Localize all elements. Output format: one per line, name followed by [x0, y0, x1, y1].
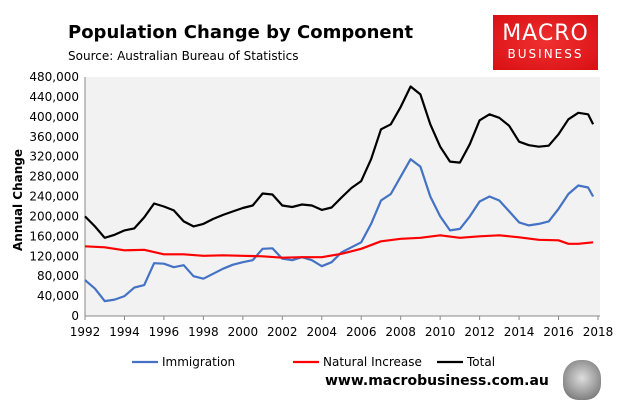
- legend-label: Total: [466, 355, 495, 369]
- chart-title: Population Change by Component: [68, 22, 414, 43]
- y-tick-label: 240,000: [29, 190, 79, 204]
- x-tick-label: 1994: [109, 325, 140, 339]
- y-axis-label: Annual Change: [11, 149, 25, 251]
- wolf-mascot-icon: [563, 360, 601, 400]
- x-tick-label: 2002: [267, 325, 298, 339]
- logo-line2: BUSINESS: [507, 47, 584, 61]
- x-tick-label: 2014: [504, 325, 535, 339]
- macrobusiness-logo: MACRO BUSINESS: [493, 15, 598, 70]
- y-tick-label: 360,000: [29, 130, 79, 144]
- y-tick-label: 160,000: [29, 229, 79, 243]
- legend-label: Immigration: [162, 355, 235, 369]
- x-tick-label: 1996: [149, 325, 180, 339]
- x-tick-label: 2004: [306, 325, 337, 339]
- y-tick-label: 480,000: [29, 70, 79, 84]
- y-tick-label: 400,000: [29, 110, 79, 124]
- y-tick-label: 0: [71, 309, 79, 323]
- y-tick-label: 80,000: [37, 269, 79, 283]
- website-url: www.macrobusiness.com.au: [325, 373, 549, 389]
- x-tick-label: 1998: [188, 325, 219, 339]
- y-tick-label: 120,000: [29, 249, 79, 263]
- legend-label: Natural Increase: [323, 355, 422, 369]
- y-tick-label: 40,000: [37, 289, 79, 303]
- y-tick-label: 200,000: [29, 209, 79, 223]
- chart-source: Source: Australian Bureau of Statistics: [68, 49, 299, 63]
- y-tick-label: 440,000: [29, 90, 79, 104]
- series-line-natural-increase: [84, 234, 594, 259]
- x-tick-label: 2010: [425, 325, 456, 339]
- x-tick-label: 2006: [346, 325, 377, 339]
- x-tick-label: 1992: [70, 325, 101, 339]
- x-tick-label: 2008: [385, 325, 416, 339]
- x-tick-label: 2000: [228, 325, 259, 339]
- x-tick-label: 2012: [464, 325, 495, 339]
- logo-line1: MACRO: [502, 21, 589, 46]
- x-tick-label: 2018: [583, 325, 614, 339]
- y-tick-label: 280,000: [29, 170, 79, 184]
- x-tick-label: 2016: [543, 325, 574, 339]
- y-tick-label: 320,000: [29, 150, 79, 164]
